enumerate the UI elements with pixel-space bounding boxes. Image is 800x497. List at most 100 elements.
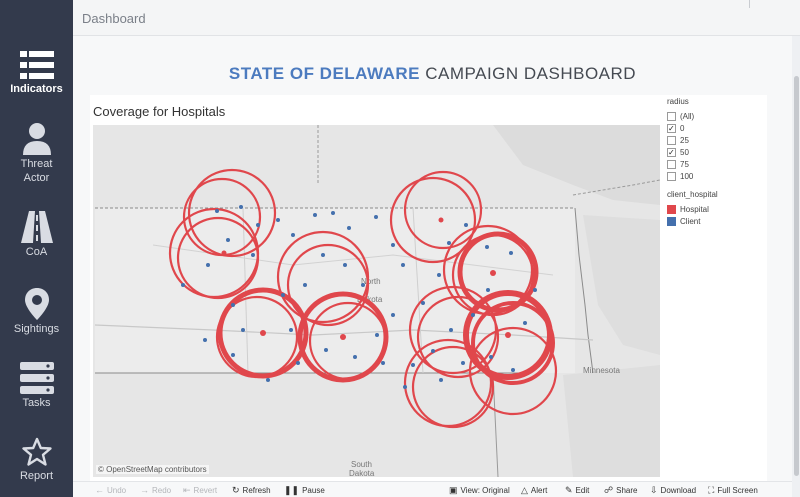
share-button[interactable]: ☍ Share	[604, 485, 637, 496]
map-view[interactable]: North Dakota Minnesota South Dakota	[93, 125, 660, 477]
alert-button[interactable]: △ Alert	[521, 485, 547, 496]
client-point[interactable]	[437, 273, 441, 277]
client-point[interactable]	[206, 263, 210, 267]
client-point[interactable]	[296, 361, 300, 365]
client-point[interactable]	[291, 233, 295, 237]
coverage-circle-hospital[interactable]	[471, 301, 555, 385]
client-point[interactable]	[489, 355, 493, 359]
client-point[interactable]	[289, 328, 293, 332]
client-point[interactable]	[375, 333, 379, 337]
hospital-point[interactable]	[505, 332, 511, 338]
coverage-circle-hospital[interactable]	[176, 216, 260, 300]
radius-option-50[interactable]: 50	[667, 146, 767, 158]
client-point[interactable]	[203, 338, 207, 342]
client-point[interactable]	[343, 263, 347, 267]
client-point[interactable]	[256, 223, 260, 227]
edit-button[interactable]: ✎ Edit	[565, 485, 589, 496]
client-point[interactable]	[374, 215, 378, 219]
coverage-circle-hospital[interactable]	[215, 295, 299, 379]
client-point[interactable]	[485, 245, 489, 249]
radius-option-0[interactable]: 0	[667, 122, 767, 134]
scrollbar-thumb[interactable]	[794, 76, 799, 476]
client-point[interactable]	[281, 293, 285, 297]
checkbox-checked[interactable]	[667, 147, 676, 157]
client-point[interactable]	[215, 209, 219, 213]
client-point[interactable]	[313, 213, 317, 217]
coverage-circle-hospital[interactable]	[286, 243, 370, 327]
sidebar-item-threat-actor[interactable]: Threat Actor	[0, 123, 73, 185]
coverage-circle-hospital[interactable]	[411, 345, 495, 429]
client-point[interactable]	[511, 368, 515, 372]
sidebar-item-report[interactable]: Report	[0, 437, 73, 483]
client-point[interactable]	[324, 348, 328, 352]
client-point[interactable]	[431, 349, 435, 353]
download-button[interactable]: ⇩ Download	[650, 485, 696, 496]
client-point[interactable]	[381, 361, 385, 365]
client-point[interactable]	[231, 303, 235, 307]
client-point[interactable]	[241, 328, 245, 332]
checkbox[interactable]	[667, 135, 676, 145]
client-point[interactable]	[266, 378, 270, 382]
client-point[interactable]	[251, 253, 255, 257]
client-point[interactable]	[347, 226, 351, 230]
sidebar-item-coa[interactable]: CoA	[0, 211, 73, 259]
client-point[interactable]	[353, 355, 357, 359]
client-point[interactable]	[533, 288, 537, 292]
legend-item-hospital[interactable]: Hospital	[667, 203, 767, 215]
client-point[interactable]	[391, 243, 395, 247]
sidebar-item-indicators[interactable]: Indicators	[0, 50, 73, 96]
checkbox[interactable]	[667, 111, 676, 121]
pause-button[interactable]: ❚❚ Pause	[284, 485, 325, 496]
client-point[interactable]	[276, 218, 280, 222]
hospital-point[interactable]	[438, 217, 444, 223]
client-point[interactable]	[331, 211, 335, 215]
client-point[interactable]	[226, 238, 230, 242]
view-original-button[interactable]: ▣ View: Original	[449, 485, 510, 496]
redo-button[interactable]: → Redo	[140, 485, 171, 495]
legend-item-client[interactable]: Client	[667, 215, 767, 227]
hospital-point[interactable]	[221, 250, 227, 256]
client-point[interactable]	[461, 361, 465, 365]
client-point[interactable]	[523, 321, 527, 325]
client-point[interactable]	[401, 263, 405, 267]
coverage-circle-hospital[interactable]	[468, 326, 558, 416]
coverage-circle-hospital[interactable]	[308, 301, 388, 381]
client-point[interactable]	[464, 223, 468, 227]
client-point[interactable]	[509, 251, 513, 255]
checkbox-checked[interactable]	[667, 123, 676, 133]
hospital-point[interactable]	[490, 270, 496, 276]
checkbox[interactable]	[667, 171, 676, 181]
page-scrollbar[interactable]	[792, 36, 800, 497]
client-point[interactable]	[361, 283, 365, 287]
checkbox[interactable]	[667, 159, 676, 169]
coverage-circle-hospital[interactable]	[416, 295, 500, 379]
full-screen-button[interactable]: ⛶ Full Screen	[708, 485, 758, 496]
client-point[interactable]	[471, 313, 475, 317]
revert-button[interactable]: ⇤ Revert	[183, 485, 217, 496]
map-canvas[interactable]: North Dakota Minnesota South Dakota	[93, 125, 660, 477]
undo-button[interactable]: ← Undo	[95, 485, 126, 495]
coverage-circle-hospital[interactable]	[389, 176, 477, 264]
coverage-circle-hospital[interactable]	[187, 168, 277, 258]
coverage-circle-hospital[interactable]	[457, 231, 539, 313]
refresh-button[interactable]: ↻ Refresh	[232, 485, 271, 496]
hospital-point[interactable]	[260, 330, 266, 336]
radius-option-75[interactable]: 75	[667, 158, 767, 170]
client-point[interactable]	[303, 283, 307, 287]
sidebar-item-sightings[interactable]: Sightings	[0, 288, 73, 336]
client-point[interactable]	[403, 385, 407, 389]
client-point[interactable]	[321, 253, 325, 257]
coverage-circle-hospital[interactable]	[408, 285, 498, 375]
client-point[interactable]	[486, 288, 490, 292]
client-point[interactable]	[239, 205, 243, 209]
radius-option-all[interactable]: (All)	[667, 110, 767, 122]
sidebar-item-tasks[interactable]: Tasks	[0, 362, 73, 410]
coverage-circle-hospital[interactable]	[463, 290, 553, 380]
client-point[interactable]	[439, 378, 443, 382]
coverage-circle-hospital[interactable]	[403, 170, 483, 250]
client-point[interactable]	[421, 301, 425, 305]
coverage-circle-hospital[interactable]	[182, 177, 262, 257]
client-point[interactable]	[449, 328, 453, 332]
client-point[interactable]	[447, 241, 451, 245]
map-credit[interactable]: © OpenStreetMap contributors	[96, 465, 209, 474]
